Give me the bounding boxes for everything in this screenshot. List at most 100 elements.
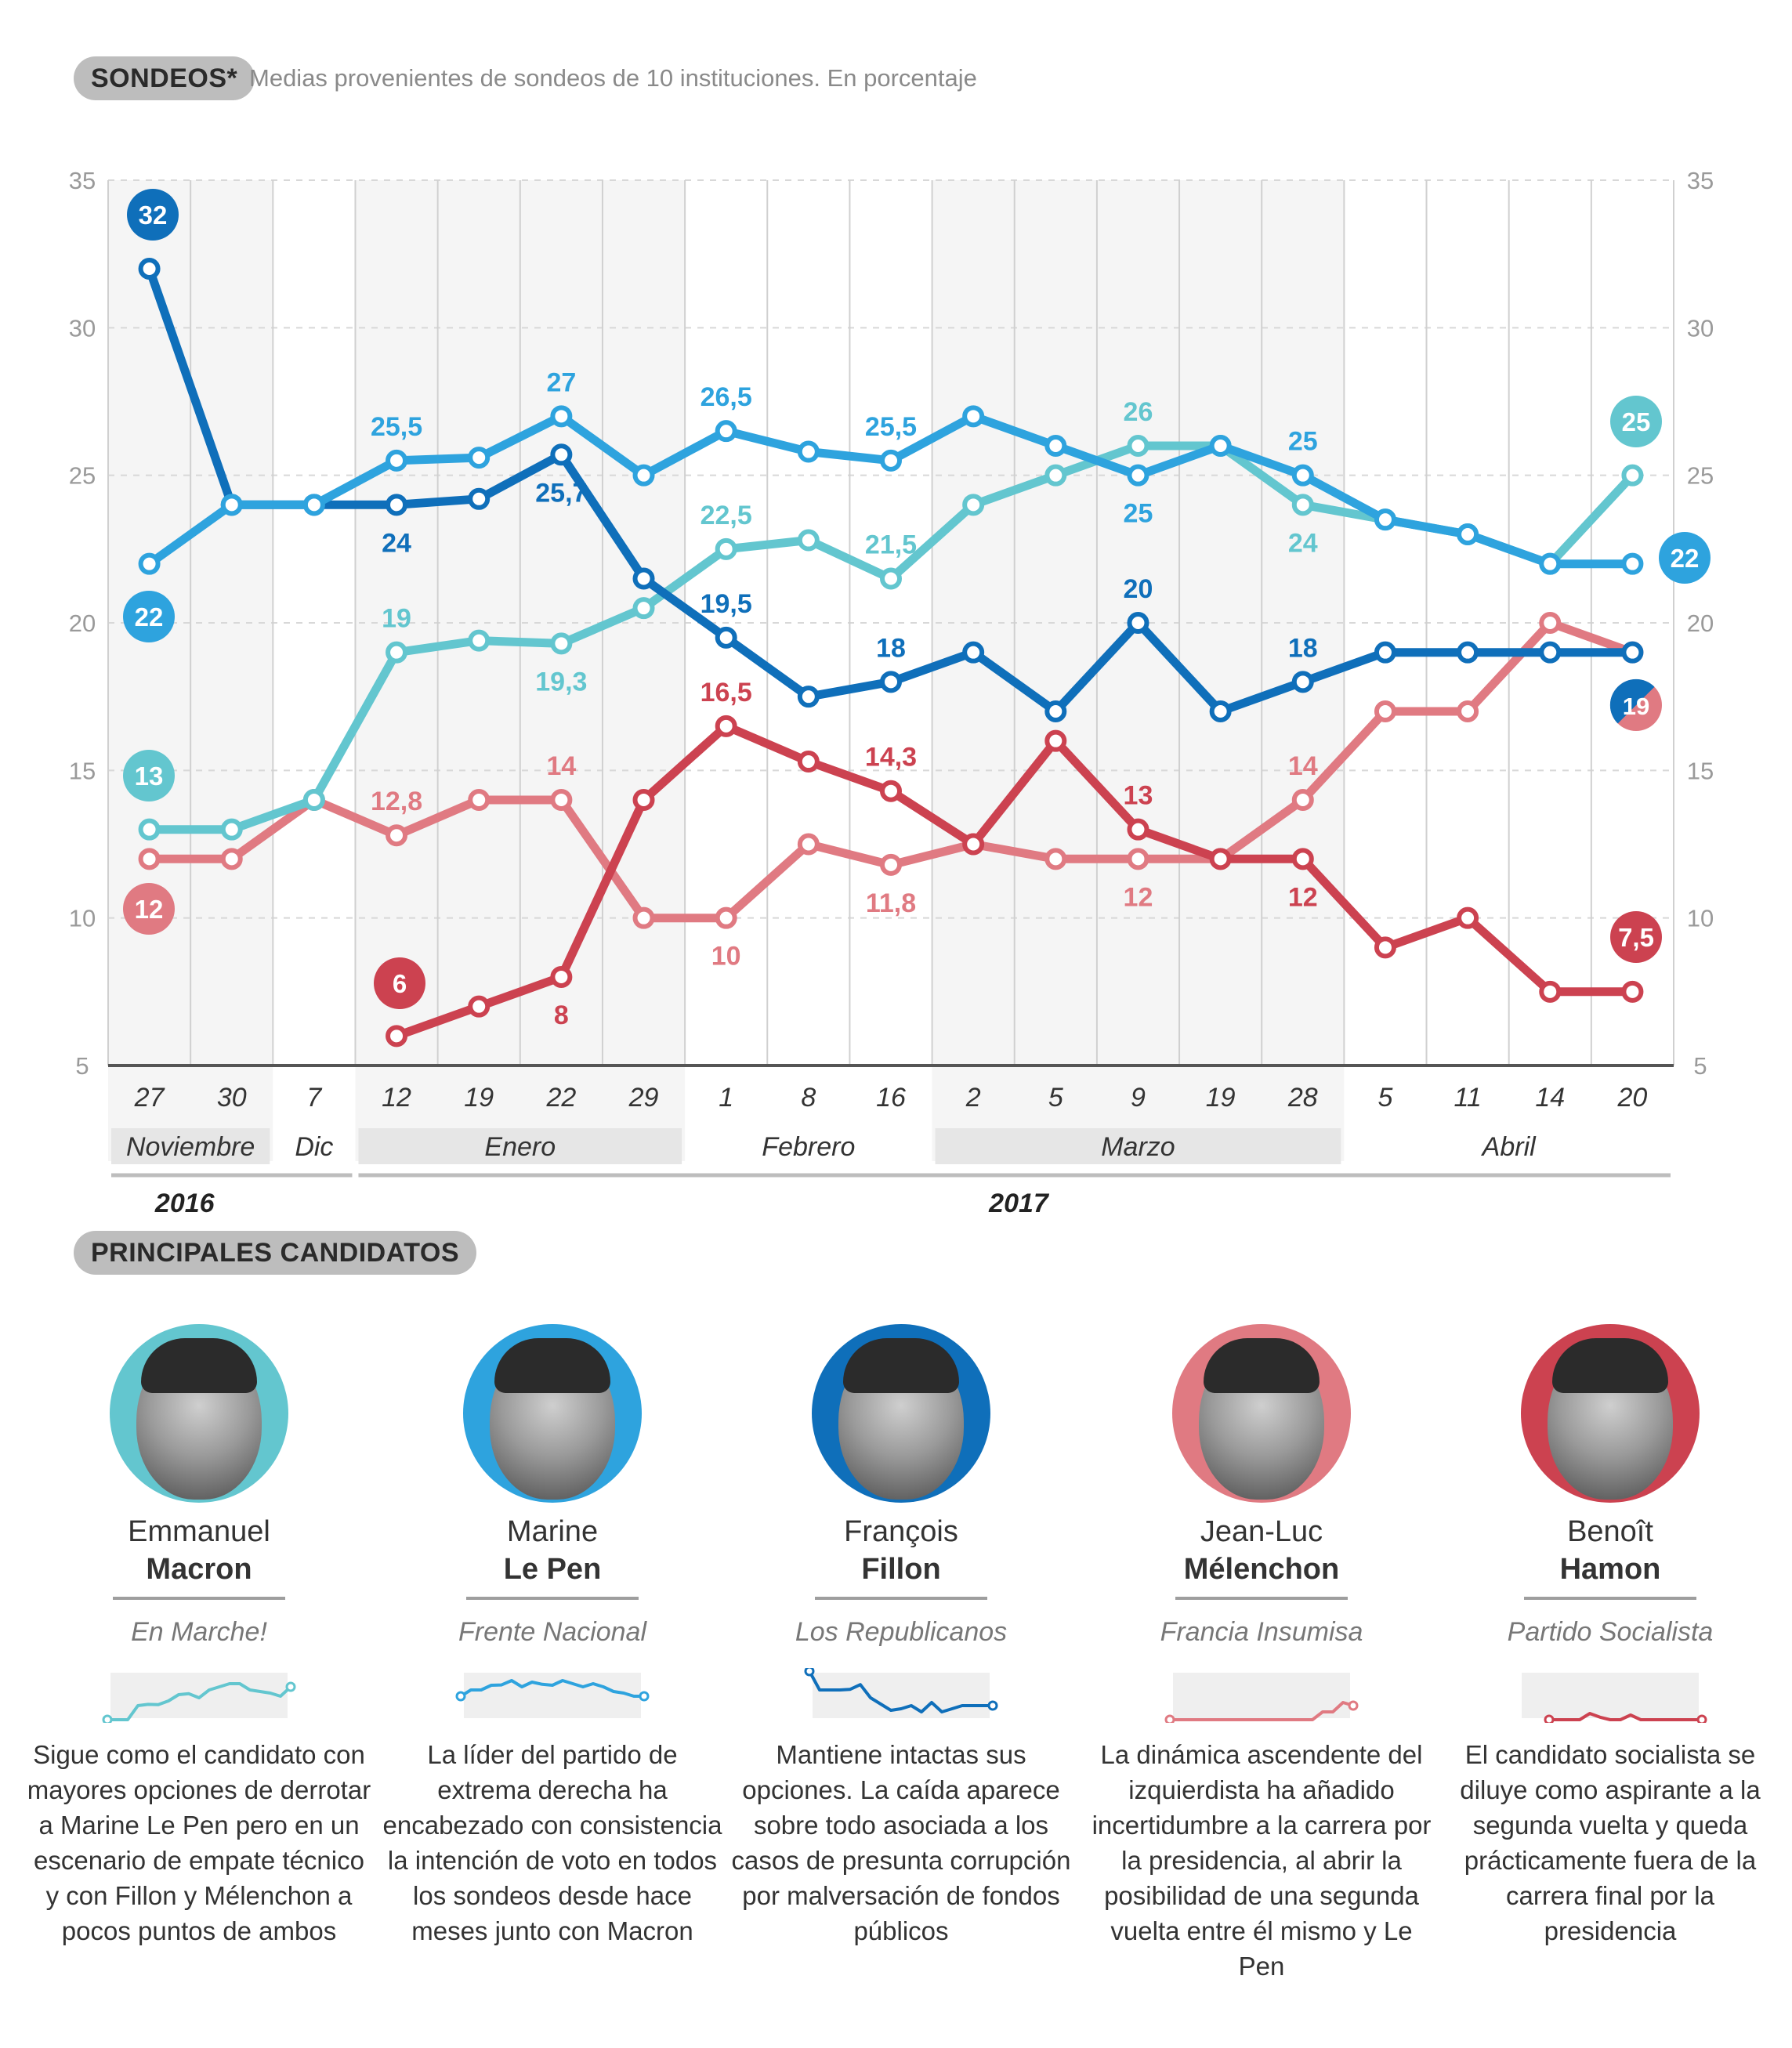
- data-label-fillon: 24: [382, 528, 411, 558]
- data-point-hamon: [1374, 936, 1396, 959]
- end-bubble-macron-text: 25: [1622, 407, 1651, 436]
- data-label-macron: 24: [1288, 528, 1318, 558]
- data-point-macron: [1127, 435, 1149, 457]
- candidate-first-name: Marine: [506, 1515, 599, 1548]
- start-bubble-macron: [123, 750, 175, 801]
- y-tick-label-left: 25: [69, 462, 96, 490]
- x-tick-label: 29: [628, 1083, 659, 1113]
- candidate-last-name: Mélenchon: [1183, 1553, 1340, 1586]
- month-label: Abril: [1481, 1132, 1537, 1162]
- x-tick-label: 28: [1287, 1083, 1318, 1113]
- data-point-hamon: [1457, 906, 1479, 929]
- data-point-macron: [220, 818, 243, 841]
- x-tick-label: 9: [1131, 1083, 1146, 1113]
- data-point-melenchon: [715, 906, 737, 929]
- data-point-hamon: [1209, 848, 1232, 870]
- x-tick-label: 27: [134, 1083, 165, 1113]
- sparkline-macron: [102, 1673, 296, 1723]
- y-tick-label-right: 5: [1693, 1052, 1707, 1080]
- data-point-lepen: [550, 405, 573, 428]
- data-point-fillon: [632, 567, 655, 590]
- data-point-lepen: [632, 464, 655, 487]
- sparkline-start: [1164, 1714, 1175, 1723]
- x-tick-label: 16: [876, 1083, 906, 1113]
- data-label-melenchon: 14: [1288, 751, 1318, 781]
- data-label-hamon: 13: [1124, 781, 1153, 811]
- data-point-lepen: [715, 420, 737, 443]
- data-label-hamon: 16,5: [701, 678, 752, 707]
- data-label-melenchon: 12,8: [371, 787, 422, 816]
- end-bubble-fillon-half: [1609, 678, 1655, 724]
- data-label-hamon: 12: [1288, 882, 1318, 912]
- candidate-first-name: François: [844, 1515, 958, 1548]
- x-tick-label: 19: [464, 1083, 494, 1113]
- name-divider: [1524, 1597, 1696, 1600]
- data-point-fillon: [715, 626, 737, 649]
- portrait-hair-icon: [1552, 1338, 1668, 1393]
- end-bubble-hamon: [1610, 911, 1662, 963]
- data-point-melenchon: [550, 789, 573, 811]
- data-point-fillon: [468, 487, 491, 510]
- data-point-macron: [715, 537, 737, 560]
- x-tick-label: 14: [1535, 1083, 1565, 1113]
- data-point-melenchon: [632, 906, 655, 929]
- sparkline-end: [285, 1681, 296, 1692]
- data-point-lepen: [220, 494, 243, 516]
- data-point-melenchon: [138, 848, 161, 870]
- data-point-macron: [797, 529, 820, 552]
- start-bubble-melenchon-text: 12: [135, 895, 164, 924]
- sparkline-path: [1549, 1712, 1702, 1721]
- data-label-lepen: 25: [1288, 427, 1318, 457]
- data-point-fillon: [1127, 612, 1149, 634]
- data-label-macron: 26: [1124, 397, 1153, 427]
- y-tick-label-right: 30: [1687, 314, 1714, 342]
- start-bubble-lepen-text: 22: [135, 602, 164, 631]
- data-point-fillon: [1621, 641, 1644, 664]
- data-label-macron: 19: [382, 604, 411, 634]
- start-bubble-hamon-text: 6: [393, 969, 407, 998]
- data-point-fillon: [880, 671, 902, 693]
- data-point-hamon: [550, 966, 573, 988]
- data-label-lepen: 25,5: [865, 412, 917, 442]
- year-label: 2017: [988, 1189, 1050, 1218]
- sparkline-start: [804, 1668, 815, 1677]
- data-point-hamon: [962, 833, 985, 856]
- x-tick-label: 30: [217, 1083, 247, 1113]
- candidate-card-hamon: Benoît Hamon Partido Socialista El candidat…: [1438, 1324, 1783, 1948]
- data-point-melenchon: [1539, 612, 1562, 634]
- data-point-hamon: [632, 789, 655, 811]
- month-label-band: [358, 1128, 682, 1164]
- data-point-hamon: [1539, 980, 1562, 1003]
- sparkline-end: [1696, 1714, 1707, 1723]
- data-point-hamon: [797, 751, 820, 773]
- data-point-fillon: [1044, 700, 1067, 722]
- candidate-first-name: Emmanuel: [128, 1515, 270, 1548]
- y-tick-label-left: 5: [75, 1052, 89, 1080]
- data-point-hamon: [1044, 729, 1067, 752]
- data-point-fillon: [962, 641, 985, 664]
- sparkline-band: [1173, 1673, 1350, 1718]
- data-label-fillon: 18: [876, 633, 906, 663]
- chart-grid: [107, 179, 1674, 1066]
- data-point-melenchon: [1457, 700, 1479, 722]
- data-point-melenchon: [797, 833, 820, 856]
- data-point-fillon: [138, 258, 161, 280]
- candidate-party: Los Republicanos: [795, 1617, 1008, 1647]
- portrait-hair-icon: [141, 1338, 257, 1393]
- data-point-melenchon: [468, 789, 491, 811]
- data-label-melenchon: 10: [711, 942, 741, 972]
- candidate-party: En Marche!: [131, 1617, 267, 1647]
- candidate-card-macron: Emmanuel Macron En Marche! Sigue como el ca…: [27, 1324, 371, 1948]
- data-point-melenchon: [1291, 789, 1314, 811]
- start-bubble-hamon: [374, 957, 425, 1009]
- start-bubble-melenchon: [123, 883, 175, 935]
- data-point-lepen: [962, 405, 985, 428]
- data-label-fillon: 19,5: [701, 589, 752, 619]
- x-tick-label: 12: [382, 1083, 411, 1113]
- candidate-last-name: Fillon: [861, 1553, 941, 1586]
- end-bubble-fillon-melenchon-text: 19: [1623, 693, 1649, 720]
- data-label-fillon: 25,7: [535, 478, 587, 508]
- y-tick-label-right: 10: [1687, 905, 1714, 932]
- sparkline-start: [455, 1691, 466, 1702]
- data-point-hamon: [468, 995, 491, 1018]
